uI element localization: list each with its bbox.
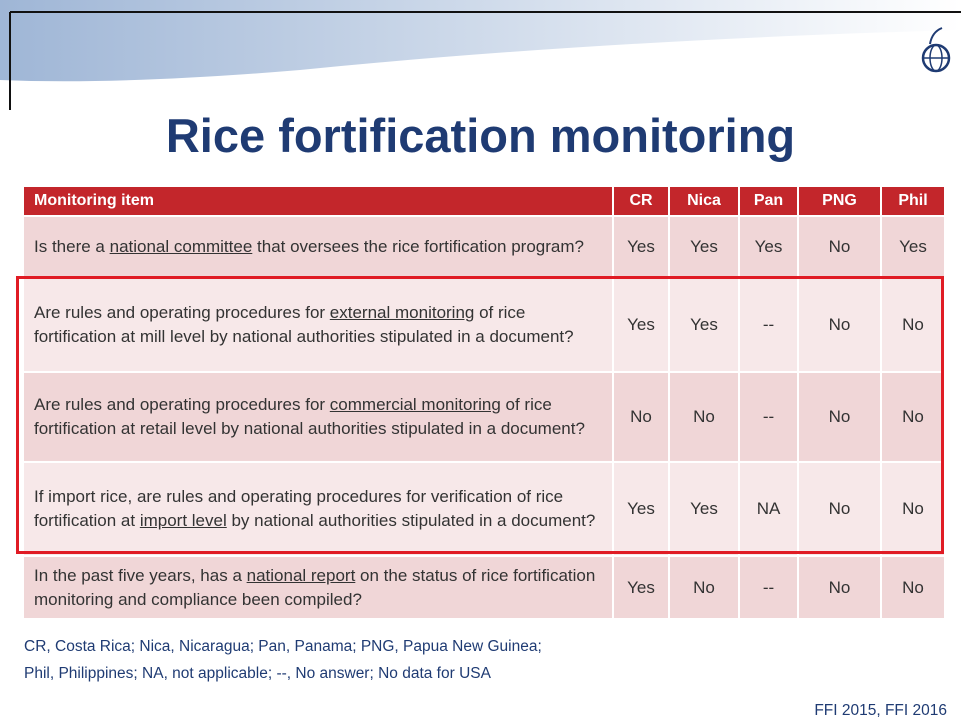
answer-cell: No <box>880 461 946 557</box>
answer-cell: Yes <box>612 276 670 373</box>
header-cell: Phil <box>880 185 946 217</box>
answer-cell: No <box>880 555 946 620</box>
answer-cell: Yes <box>880 215 946 278</box>
answer-cell: No <box>797 215 882 278</box>
question-cell: If import rice, are rules and operating … <box>22 461 614 557</box>
monitoring-table: Monitoring item CR Nica Pan PNG Phil Is there… <box>22 185 946 620</box>
underlined-text: national committee <box>109 236 253 256</box>
footnote-line: Phil, Philippines; NA, not applicable; -… <box>24 665 491 682</box>
answer-cell: No <box>797 555 882 620</box>
underlined-text: import level <box>139 511 227 530</box>
header-cell: Monitoring item <box>22 185 614 217</box>
underlined-text: national report <box>246 565 356 585</box>
question-text: by national authorities stipulated in a … <box>226 511 596 530</box>
answer-cell: No <box>797 276 882 373</box>
answer-cell: No <box>612 371 670 463</box>
question-cell: Are rules and operating procedures for e… <box>22 276 614 373</box>
question-text: of rice fortification at mill level by n… <box>34 302 574 346</box>
highlight-box <box>16 276 944 554</box>
answer-cell: No <box>797 461 882 557</box>
answer-cell: Yes <box>612 461 670 557</box>
answer-cell: Yes <box>612 215 670 278</box>
footnote-line: CR, Costa Rica; Nica, Nicaragua; Pan, Pa… <box>24 638 542 655</box>
question-cell: In the past five years, has a national r… <box>22 555 614 620</box>
answer-cell: Yes <box>668 461 740 557</box>
answer-cell: No <box>797 371 882 463</box>
header-cell: PNG <box>797 185 882 217</box>
question-text: In the past five years, has a <box>34 565 247 585</box>
footnote: CR, Costa Rica; Nica, Nicaragua; Pan, Pa… <box>24 633 542 687</box>
answer-cell: Yes <box>668 215 740 278</box>
question-text: on the status of rice fortification moni… <box>34 565 596 609</box>
answer-cell: No <box>668 555 740 620</box>
answer-cell: Yes <box>738 215 799 278</box>
header-cell: Pan <box>738 185 799 217</box>
question-text: Are rules and operating procedures for <box>34 302 330 322</box>
question-text: of rice fortification at retail level by… <box>34 395 585 438</box>
header-cell: Nica <box>668 185 740 217</box>
citation: FFI 2015, FFI 2016 <box>814 702 947 719</box>
header-decoration <box>0 0 961 110</box>
table-row: Are rules and operating procedures for e… <box>22 276 946 373</box>
answer-cell: Yes <box>668 276 740 373</box>
answer-cell: -- <box>738 371 799 463</box>
question-cell: Are rules and operating procedures for c… <box>22 371 614 463</box>
answer-cell: -- <box>738 276 799 373</box>
table-row: Are rules and operating procedures for c… <box>22 371 946 463</box>
question-text: Are rules and operating procedures for <box>34 395 330 414</box>
answer-cell: No <box>668 371 740 463</box>
answer-cell: Yes <box>612 555 670 620</box>
answer-cell: NA <box>738 461 799 557</box>
header-cell: CR <box>612 185 670 217</box>
table-row: Is there a national committee that overs… <box>22 215 946 278</box>
logo <box>921 27 951 73</box>
answer-cell: No <box>880 276 946 373</box>
question-text: If import rice, are rules and operating … <box>34 487 564 530</box>
underlined-text: commercial monitoring <box>329 395 501 414</box>
table-row: In the past five years, has a national r… <box>22 555 946 620</box>
question-text: that oversees the rice fortification pro… <box>252 236 584 256</box>
question-text: Is there a <box>34 236 110 256</box>
slide-title: Rice fortification monitoring <box>165 109 796 162</box>
answer-cell: No <box>880 371 946 463</box>
answer-cell: -- <box>738 555 799 620</box>
table-row: If import rice, are rules and operating … <box>22 461 946 557</box>
underlined-text: external monitoring <box>329 302 475 322</box>
question-cell: Is there a national committee that overs… <box>22 215 614 278</box>
